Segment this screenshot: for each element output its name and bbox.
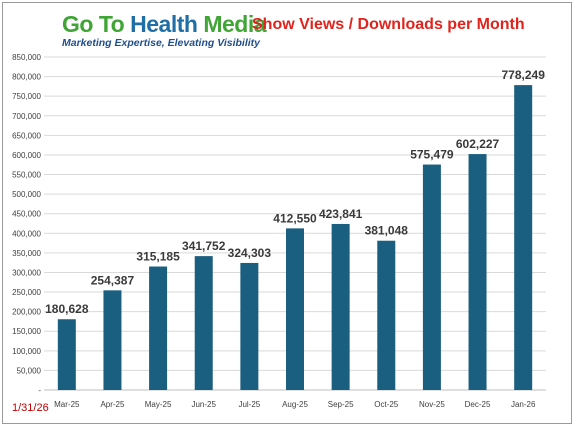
y-tick-label: 550,000: [12, 171, 41, 180]
bar-value-label: 324,303: [228, 246, 272, 260]
x-tick-label: Apr-25: [100, 400, 125, 409]
logo-tagline: Marketing Expertise, Elevating Visibilit…: [62, 37, 261, 49]
x-tick-label: Nov-25: [419, 400, 445, 409]
bar: [377, 240, 396, 390]
bar: [194, 256, 213, 390]
y-tick-label: 350,000: [12, 249, 41, 258]
y-tick-label: 150,000: [12, 327, 41, 336]
x-tick-label: Jun-25: [191, 400, 216, 409]
logo-word-go-to: Go To: [62, 11, 131, 37]
x-tick-label: Jul-25: [238, 400, 260, 409]
x-tick-label: Mar-25: [54, 400, 80, 409]
bar-value-label: 575,479: [410, 148, 454, 162]
y-tick-label: 450,000: [12, 210, 41, 219]
bar: [240, 262, 259, 390]
x-tick-label: Dec-25: [465, 400, 491, 409]
bar-value-label: 341,752: [182, 239, 226, 253]
bar: [468, 154, 487, 390]
y-tick-label: 200,000: [12, 308, 41, 317]
logo-word-health: Health: [130, 11, 204, 37]
bar: [103, 290, 122, 390]
y-tick-label: 400,000: [12, 229, 41, 238]
bar-value-label: 315,185: [136, 250, 180, 264]
y-tick-label: 300,000: [12, 268, 41, 277]
x-tick-label: Jan-26: [511, 400, 536, 409]
date-stamp: 1/31/26: [12, 402, 49, 414]
y-tick-label: 500,000: [12, 190, 41, 199]
company-logo: Go To Health Media Marketing Expertise, …: [62, 12, 266, 49]
chart-title: Show Views / Downloads per Month: [252, 16, 525, 33]
y-tick-label: 100,000: [12, 347, 41, 356]
y-tick-label: -: [38, 386, 41, 395]
bar: [422, 164, 441, 390]
y-tick-label: 600,000: [12, 151, 41, 160]
y-tick-label: 700,000: [12, 112, 41, 121]
x-tick-label: Aug-25: [282, 400, 308, 409]
y-tick-label: 650,000: [12, 131, 41, 140]
bar-value-label: 254,387: [91, 273, 135, 287]
y-tick-label: 250,000: [12, 288, 41, 297]
y-tick-label: 750,000: [12, 92, 41, 101]
x-tick-label: Oct-25: [374, 400, 399, 409]
bar-value-label: 602,227: [456, 137, 500, 151]
bar: [57, 319, 76, 390]
y-tick-label: 50,000: [17, 366, 42, 375]
bar-value-label: 381,048: [365, 224, 409, 238]
y-tick-label: 800,000: [12, 73, 41, 82]
x-tick-label: May-25: [145, 400, 172, 409]
bar: [514, 85, 533, 391]
bar-value-label: 180,628: [45, 302, 89, 316]
bar: [149, 266, 168, 390]
bar-value-label: 778,249: [501, 68, 545, 82]
y-tick-label: 850,000: [12, 53, 41, 62]
logo-name: Go To Health Media: [62, 12, 266, 36]
bar: [331, 223, 350, 390]
bar: [286, 228, 304, 390]
bar-value-label: 412,550: [273, 211, 317, 225]
x-tick-label: Sep-25: [328, 400, 354, 409]
logo-word-media: Media: [203, 11, 266, 37]
bar-value-label: 423,841: [319, 207, 363, 221]
